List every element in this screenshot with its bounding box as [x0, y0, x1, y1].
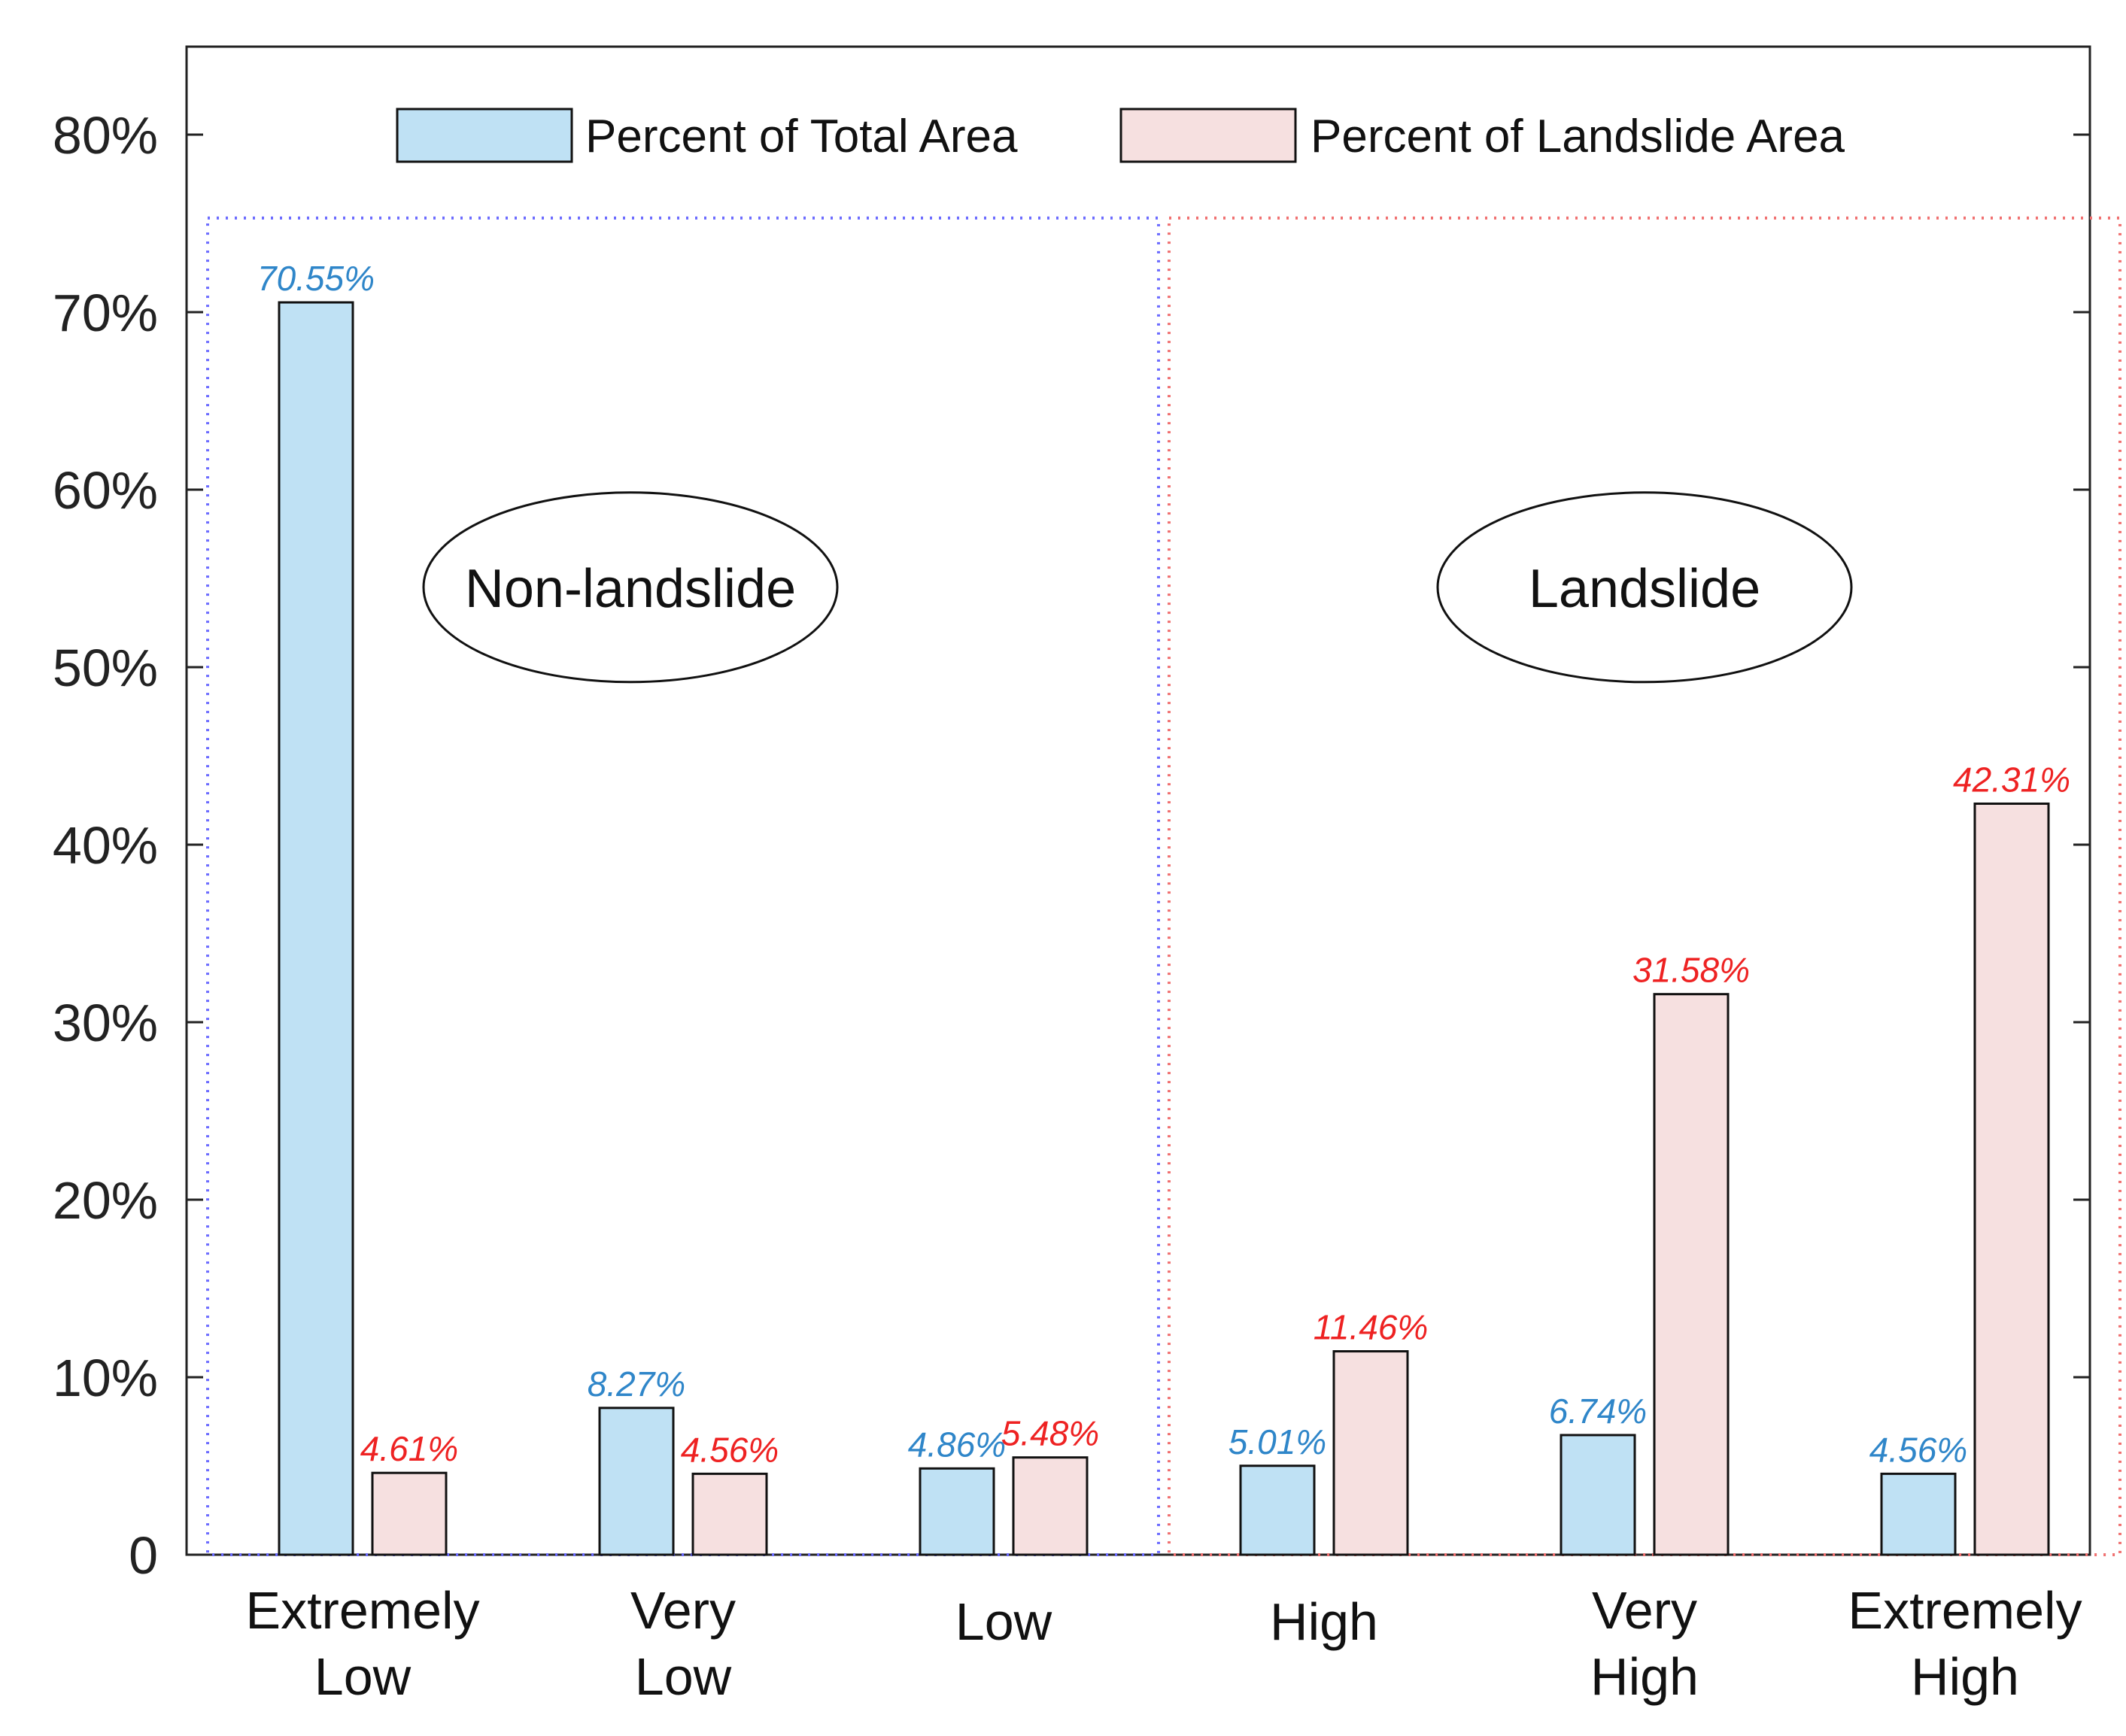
- y-tick-label: 70%: [53, 284, 158, 342]
- bar-value-label: 11.46%: [1314, 1308, 1429, 1347]
- group-box-non-landslide: [206, 216, 1160, 1556]
- x-category-label: Low: [635, 1647, 732, 1706]
- x-category-label: Extremely: [245, 1581, 479, 1640]
- landslide-area-bar: [1973, 802, 2050, 1556]
- x-category-label: Very: [630, 1581, 736, 1640]
- bar-value-label: 4.56%: [681, 1430, 779, 1469]
- bar-value-label: 70.55%: [257, 259, 375, 298]
- y-tick-label: 0: [129, 1526, 158, 1585]
- y-tick-label: 40%: [53, 816, 158, 875]
- total-area-bar: [919, 1467, 995, 1556]
- bar-value-label: 4.86%: [908, 1425, 1006, 1464]
- y-tick-label: 60%: [53, 461, 158, 520]
- group-ellipse: [1436, 491, 1853, 684]
- group-box-landslide: [1168, 216, 2121, 1556]
- x-category-label: Low: [955, 1592, 1052, 1651]
- bar-value-label: 8.27%: [588, 1364, 685, 1404]
- bar-value-label: 6.74%: [1549, 1392, 1647, 1431]
- bar-value-label: 31.58%: [1632, 951, 1750, 990]
- legend-swatch-total: [396, 108, 573, 163]
- bar-value-label: 4.56%: [1869, 1430, 1967, 1469]
- landslide-area-bar: [1332, 1350, 1409, 1556]
- bar-value-label: 42.31%: [1953, 760, 2070, 799]
- y-tick-label: 10%: [53, 1349, 158, 1407]
- legend-label: Percent of Landslide Area: [1311, 111, 1845, 162]
- landslide-area-bar: [1012, 1456, 1089, 1556]
- x-category-label: Low: [314, 1647, 412, 1706]
- total-area-bar: [1560, 1434, 1636, 1556]
- x-category-label: Very: [1592, 1581, 1697, 1640]
- legend-label: Percent of Total Area: [585, 111, 1018, 162]
- x-category-label: High: [1270, 1592, 1378, 1651]
- bar-value-label: 5.01%: [1229, 1422, 1326, 1461]
- group-ellipse: [422, 491, 839, 684]
- total-area-bar: [1239, 1464, 1316, 1556]
- landslide-area-bar: [371, 1471, 448, 1556]
- landslide-area-bar: [691, 1472, 768, 1556]
- landslide-area-bar: [1653, 993, 1730, 1556]
- total-area-bar: [1880, 1472, 1957, 1556]
- plot-frame: [185, 45, 2091, 1556]
- group-label: Landslide: [1529, 559, 1760, 619]
- bar-value-label: 5.48%: [1001, 1414, 1099, 1453]
- legend-swatch-landslide: [1119, 108, 1297, 163]
- x-category-label: Extremely: [1848, 1581, 2082, 1640]
- group-label: Non-landslide: [465, 559, 796, 619]
- y-tick-label: 30%: [53, 994, 158, 1052]
- total-area-bar: [278, 301, 354, 1556]
- x-category-label: High: [1590, 1647, 1699, 1706]
- y-tick-label: 50%: [53, 639, 158, 697]
- x-category-label: High: [1911, 1647, 2019, 1706]
- bar-value-label: 4.61%: [360, 1429, 458, 1468]
- y-tick-label: 80%: [53, 106, 158, 165]
- total-area-bar: [598, 1407, 675, 1556]
- y-tick-label: 20%: [53, 1171, 158, 1230]
